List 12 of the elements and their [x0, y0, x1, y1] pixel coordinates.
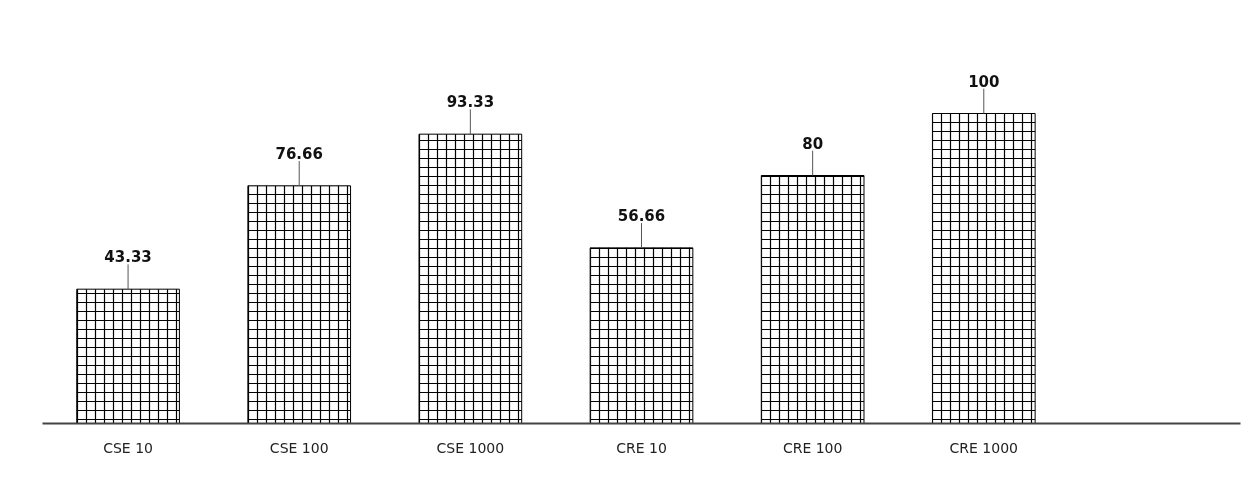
- data-label: 56.66: [617, 207, 666, 226]
- data-label: 100: [968, 72, 1000, 91]
- x-tick-label: CRE 1000: [949, 439, 1019, 456]
- x-tick-label: CRE 10: [616, 439, 667, 456]
- x-tick-label: CSE 10: [103, 439, 153, 456]
- data-label: 93.33: [446, 93, 495, 112]
- data-label: 76.66: [275, 145, 323, 164]
- data-label: 43.33: [104, 248, 152, 267]
- data-label: 80: [802, 134, 824, 153]
- x-tick-label: CRE 100: [782, 439, 843, 456]
- x-tick-label: CSE 100: [269, 439, 329, 456]
- x-tick-label: CSE 1000: [436, 439, 505, 456]
